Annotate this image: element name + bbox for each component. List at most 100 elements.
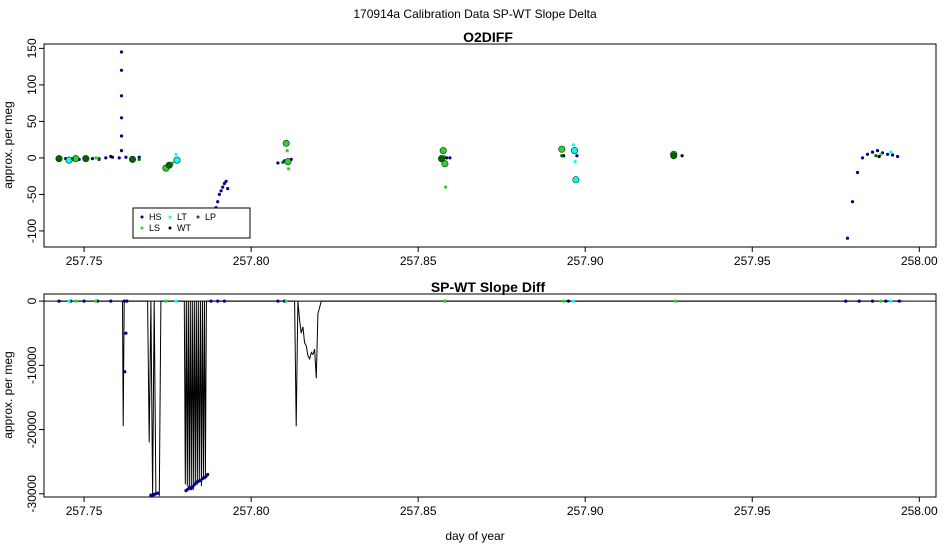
top-ytick-label-2: 0 (25, 154, 39, 161)
top-ytick-label-5: 150 (25, 38, 39, 58)
panel-top-ylabel: approx. per meg (1, 101, 15, 188)
top-series-ls (72, 139, 883, 189)
legend-marker-hs (140, 215, 144, 219)
top-point-lp-10 (670, 152, 678, 160)
top-point-hs-22 (219, 189, 223, 193)
bottom-point-hs-28 (209, 299, 213, 303)
top-point-lp-7 (281, 160, 285, 164)
bottom-point-ls-7 (879, 299, 883, 303)
top-point-hs-41 (875, 149, 880, 153)
panel-top-yaxis: -100 -50 0 50 100 150 (25, 38, 44, 243)
top-point-lt-3 (571, 143, 576, 147)
bottom-ytick-label-0: -30000 (25, 475, 39, 513)
bottom-point-lt-3 (889, 299, 893, 303)
bottom-point-ls-3 (284, 299, 288, 303)
top-point-lp-3 (97, 157, 101, 161)
top-point-lp-9 (560, 154, 564, 158)
top-point-hs-12 (119, 116, 124, 120)
top-point-lp-11 (874, 154, 878, 158)
bottom-point-hs-30 (222, 299, 226, 303)
legend-marker-lt (168, 215, 172, 219)
top-point-hs-7 (104, 156, 108, 160)
top-xtick-label-3: 257.90 (567, 254, 604, 268)
top-point-lp-8 (438, 155, 446, 163)
bottom-point-hs-7 (124, 331, 128, 335)
legend-label-wt: WT (177, 223, 191, 233)
top-point-hs-31 (448, 156, 452, 160)
top-point-hs-36 (850, 200, 855, 204)
bottom-ytick-label-1: -20000 (25, 411, 39, 449)
bottom-point-hs-29 (216, 299, 220, 303)
bottom-xtick-label-4: 257.95 (734, 504, 771, 518)
top-point-hs-10 (119, 149, 124, 153)
top-point-wt-3 (680, 154, 684, 158)
top-xtick-label-5: 258.00 (901, 254, 938, 268)
bottom-xtick-label-5: 258.00 (901, 504, 938, 518)
top-point-hs-40 (870, 150, 875, 154)
bottom-point-hs-31 (276, 299, 280, 303)
top-point-hs-21 (217, 192, 221, 196)
bottom-point-ls-4 (443, 299, 447, 303)
bottom-point-lt-0 (67, 299, 71, 303)
panel-bottom-title: SP-WT Slope Diff (431, 279, 546, 295)
bottom-point-hs-4 (109, 299, 113, 303)
bottom-point-hs-5 (122, 299, 126, 303)
bottom-point-lt-2 (571, 299, 576, 303)
top-point-hs-38 (860, 156, 865, 160)
top-xtick-label-2: 257.85 (400, 254, 437, 268)
top-point-hs-9 (117, 156, 121, 160)
legend-marker-lp (196, 215, 200, 219)
bottom-point-hs-38 (884, 299, 888, 303)
top-point-ls-6 (284, 158, 292, 166)
top-point-lt-7 (889, 150, 893, 154)
bottom-series-hs (57, 299, 901, 498)
legend-label-hs: HS (149, 212, 162, 222)
top-point-lp-6 (165, 161, 173, 169)
bottom-ytick-label-2: -10000 (25, 346, 39, 384)
bottom-point-ls-6 (673, 299, 678, 303)
panel-bottom: SP-WT Slope Diff 257.75 257.80 257.85 257.9… (1, 279, 938, 543)
panel-top-title: O2DIFF (463, 29, 513, 45)
panel-top-marks (55, 50, 900, 240)
bottom-xtick-label-3: 257.90 (567, 504, 604, 518)
top-point-hs-25 (224, 179, 228, 183)
bottom-point-hs-2 (82, 299, 86, 303)
bottom-point-hs-13 (156, 491, 160, 495)
bottom-point-hs-6 (123, 370, 127, 374)
top-xtick-label-0: 257.75 (66, 254, 103, 268)
bottom-xtick-label-2: 257.85 (400, 504, 437, 518)
top-point-wt-4 (877, 154, 881, 159)
top-point-hs-26 (226, 187, 230, 191)
top-point-ls-15 (879, 152, 883, 156)
top-point-hs-16 (124, 155, 128, 159)
bottom-point-ls-2 (164, 299, 168, 303)
top-xtick-label-1: 257.80 (233, 254, 270, 268)
top-point-ls-8 (439, 147, 447, 155)
bottom-slope-diff-line (59, 300, 903, 497)
top-point-hs-15 (119, 50, 124, 54)
top-series-lp (55, 152, 878, 169)
bottom-point-hs-0 (57, 299, 61, 303)
panel-bottom-ylabel: approx. per meg (1, 351, 15, 438)
legend-entry-lt: LT (168, 212, 187, 222)
bottom-point-hs-27 (206, 472, 210, 477)
top-point-lt-1 (174, 152, 178, 156)
top-point-lt-6 (572, 176, 580, 184)
bottom-ytick-label-3: 0 (25, 297, 39, 304)
top-point-lp-5 (137, 157, 141, 161)
bottom-point-hs-35 (844, 299, 848, 303)
top-xtick-label-4: 257.95 (734, 254, 771, 268)
panel-top-legend: HS LS LT WT LP (132, 207, 251, 239)
top-point-hs-33 (575, 154, 579, 158)
x-axis-title: day of year (445, 529, 504, 543)
bottom-point-lt-1 (174, 299, 178, 303)
legend-entry-lp: LP (196, 212, 216, 222)
panel-bottom-frame (43, 293, 937, 498)
top-point-hs-27 (276, 161, 280, 165)
top-point-wt-1 (445, 156, 449, 160)
legend-marker-ls (140, 226, 144, 230)
panel-top-frame (43, 43, 937, 248)
top-point-ls-5 (285, 149, 289, 153)
top-point-hs-23 (221, 185, 225, 189)
legend-label-ls: LS (149, 223, 160, 233)
